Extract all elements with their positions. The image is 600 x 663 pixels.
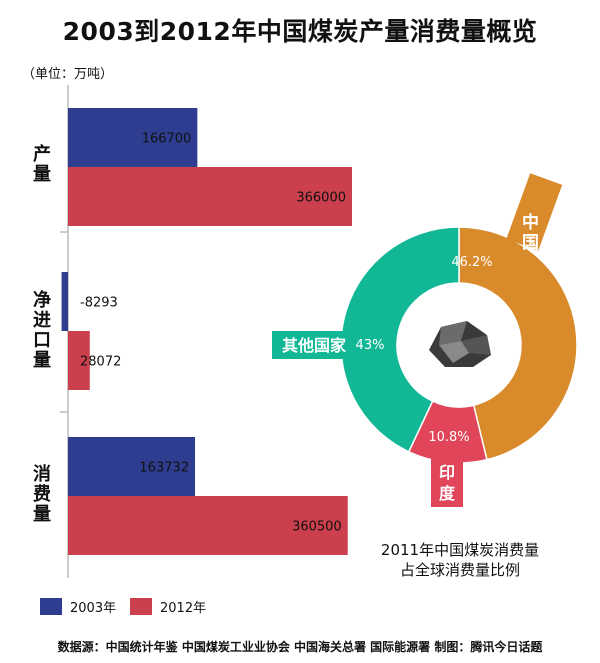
legend-label-2003: 2003年 — [70, 601, 117, 616]
bar — [68, 496, 348, 555]
donut-value-label: 43% — [356, 338, 385, 353]
bar-value-label: 166700 — [142, 132, 192, 147]
callout-others — [272, 331, 356, 359]
chart-title: 2003到2012年中国煤炭产量消费量概览 — [62, 17, 538, 46]
donut-caption-line-1: 2011年中国煤炭消费量 — [380, 541, 540, 559]
category-label: 净进口量 — [33, 289, 51, 371]
bar — [68, 437, 196, 496]
legend-item-2003: 2003年 — [40, 597, 116, 616]
bar-value-label: 28072 — [80, 355, 121, 370]
legend-item-2012: 2012年 — [130, 597, 206, 616]
legend-swatch-2003 — [40, 598, 62, 615]
callout-label: 其他国家 — [282, 336, 347, 355]
coal-icon — [429, 321, 491, 367]
bar — [68, 167, 352, 226]
callout-label: 印度 — [439, 463, 456, 503]
legend-label-2012: 2012年 — [160, 601, 207, 616]
bar-value-label: 366000 — [296, 191, 346, 206]
donut-slice — [340, 226, 460, 453]
bar — [61, 272, 68, 331]
category-label: 消费量 — [33, 463, 51, 525]
bar-value-label: -8293 — [80, 296, 118, 311]
donut-slice — [458, 226, 578, 461]
unit-label: （单位：万吨） — [22, 67, 114, 82]
donut-caption-line-2: 占全球消费量比例 — [399, 561, 520, 579]
donut-caption: 2011年中国煤炭消费量 占全球消费量比例 — [360, 540, 560, 580]
bar-value-label: 163732 — [139, 461, 189, 476]
bar — [68, 331, 90, 390]
callout-label: 中国 — [522, 212, 539, 253]
bar — [68, 108, 198, 167]
donut-value-label: 46.2% — [451, 255, 492, 270]
donut-value-label: 10.8% — [428, 430, 469, 445]
category-label: 产量 — [33, 143, 51, 185]
source-note: 数据源：中国统计年鉴 中国煤炭工业业协会 中国海关总署 国际能源署 制图：腾讯今… — [57, 640, 543, 654]
callout-india — [431, 459, 463, 507]
bar-value-label: 360500 — [292, 520, 342, 535]
legend-swatch-2012 — [130, 598, 152, 615]
callout-china: 中国 — [506, 173, 563, 253]
